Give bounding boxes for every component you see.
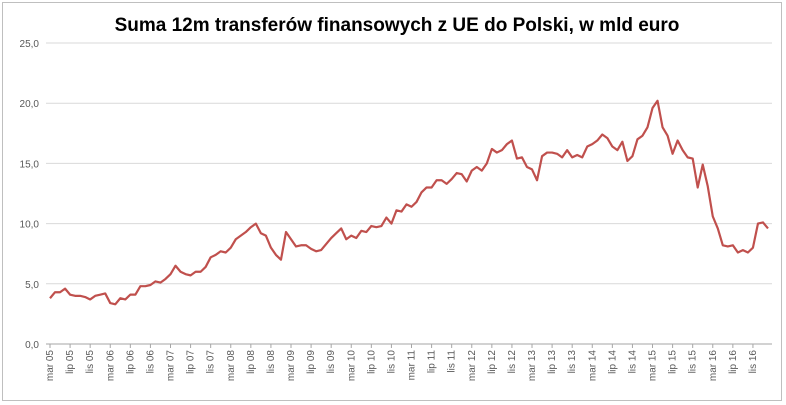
x-tick-label: lip 09 xyxy=(306,350,317,374)
x-tick-label: lis 10 xyxy=(386,350,397,374)
x-tick-label: lip 14 xyxy=(607,350,618,374)
x-tick-label: lip 12 xyxy=(487,350,498,374)
y-axis-ticks: 0,0 5,0 10,0 15,0 20,0 25,0 xyxy=(20,39,40,351)
x-tick-label: mar 13 xyxy=(527,350,538,382)
x-tick-label: lis 11 xyxy=(447,350,458,373)
x-tick-label: lip 16 xyxy=(728,350,739,374)
x-tick-label: lis 08 xyxy=(266,350,277,374)
x-tick-label: mar 09 xyxy=(286,350,297,382)
x-tick-label: lis 05 xyxy=(85,350,96,374)
y-tick-label: 10,0 xyxy=(20,220,40,231)
x-tick-label: mar 14 xyxy=(587,350,598,382)
y-tick-label: 15,0 xyxy=(20,159,40,170)
x-tick-label: lis 13 xyxy=(567,350,578,374)
x-tick-label: mar 08 xyxy=(226,350,237,382)
x-tick-label: mar 06 xyxy=(105,350,116,382)
x-tick-label: mar 10 xyxy=(346,350,357,382)
x-tick-label: mar 12 xyxy=(467,350,478,382)
x-tick-label: lip 06 xyxy=(125,350,136,374)
x-tick-label: lis 07 xyxy=(206,350,217,374)
x-tick-label: lis 09 xyxy=(326,350,337,374)
x-tick-label: lip 05 xyxy=(65,350,76,374)
x-tick-label: lip 10 xyxy=(366,350,377,374)
y-tick-label: 20,0 xyxy=(20,99,40,110)
y-tick-label: 25,0 xyxy=(20,39,40,50)
x-tick-label: mar 07 xyxy=(166,350,177,382)
x-tick-label: lis 14 xyxy=(627,350,638,374)
x-tick-label: mar 16 xyxy=(708,350,719,382)
chart-title: Suma 12m transferów finansowych z UE do … xyxy=(115,15,680,36)
x-tick-label: lip 07 xyxy=(186,350,197,374)
y-tick-label: 5,0 xyxy=(25,280,39,291)
x-tick-label: lip 11 xyxy=(427,350,438,374)
x-tick-label: mar 05 xyxy=(45,350,56,382)
x-tick-label: lip 13 xyxy=(547,350,558,374)
x-tick-label: lip 15 xyxy=(668,350,679,374)
x-tick-label: lis 15 xyxy=(688,350,699,374)
x-tick-label: lis 12 xyxy=(507,350,518,374)
x-tick-label: lis 06 xyxy=(145,350,156,374)
x-tick-label: mar 11 xyxy=(407,350,418,381)
gridlines xyxy=(46,42,772,285)
x-tick-label: lis 16 xyxy=(748,350,759,374)
series-line xyxy=(49,99,769,306)
y-tick-label: 0,0 xyxy=(25,340,39,351)
x-tick-label: mar 15 xyxy=(648,350,659,382)
x-axis-ticks: mar 05 lip 05 lis 05 mar 06 lip 06 lis 06 mar … xyxy=(45,344,759,381)
chart-frame xyxy=(2,2,782,401)
x-tick-label: lip 08 xyxy=(246,350,257,374)
